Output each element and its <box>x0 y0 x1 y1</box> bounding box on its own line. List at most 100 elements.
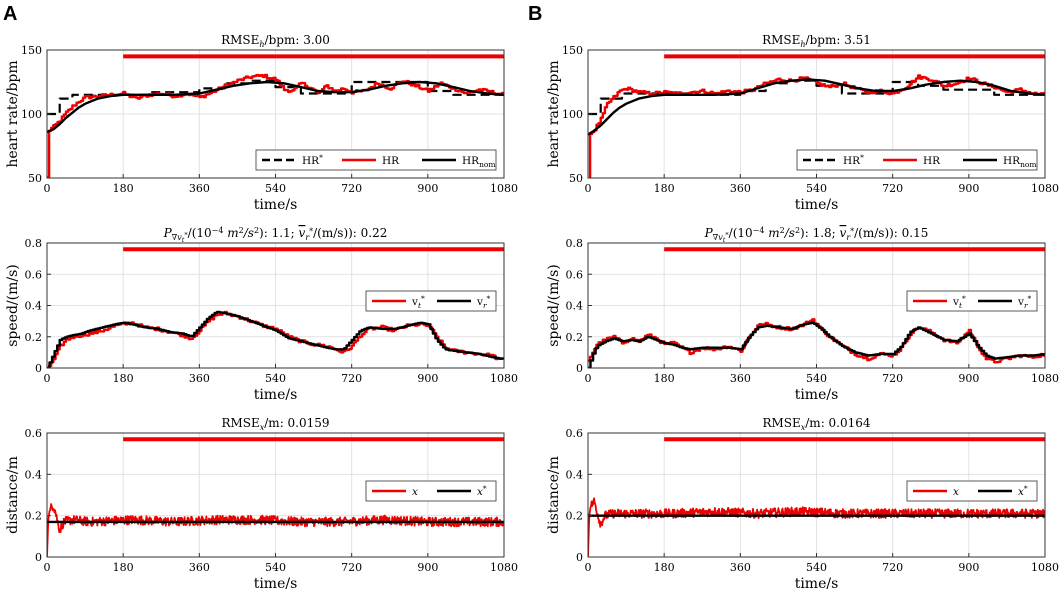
legend: HR* HR HRnom <box>255 149 497 171</box>
legend-box <box>365 480 497 502</box>
y-axis-label: speed/(m/s) <box>546 264 562 347</box>
x-tick-label: 900 <box>958 372 979 385</box>
legend-entry: vr* <box>1017 294 1032 310</box>
chart-title: P∇vt*/(10−4 m2/s2): 1.1; vr*/(m/s)): 0.2… <box>163 226 388 244</box>
chart-B-speed: 0 180 360 540 720 900 1080 0 0.2 0.4 0.6 0.8 time/s s… <box>546 226 1059 403</box>
x-tick-label: 0 <box>44 561 51 574</box>
chart-title: RMSEx/m: 0.0159 <box>221 416 329 432</box>
x-tick-label: 180 <box>654 182 675 195</box>
legend-entry: vr* <box>476 294 491 310</box>
series-hrnom-line <box>47 80 504 134</box>
x-tick-label: 1080 <box>490 372 518 385</box>
chart-B-dist: 0 180 360 540 720 900 1080 0 0.2 0.4 0.6 time/s dist… <box>546 416 1059 592</box>
legend: x x* <box>365 480 497 502</box>
legend-entry: x <box>412 486 418 498</box>
y-tick-label: 0 <box>35 362 42 375</box>
series-layer <box>47 437 504 557</box>
y-axis-label: speed/(m/s) <box>5 264 21 347</box>
x-tick-label: 360 <box>730 561 751 574</box>
y-tick-label: 0.6 <box>25 268 43 281</box>
y-tick-label: 0 <box>576 362 583 375</box>
x-tick-label: 720 <box>882 561 903 574</box>
x-tick-label: 0 <box>44 372 51 385</box>
x-tick-label: 1080 <box>490 561 518 574</box>
legend-entry: vt* <box>411 294 425 310</box>
y-axis-label: heart rate/bpm <box>5 60 21 167</box>
chart-A-speed: 0 180 360 540 720 900 1080 0 0.2 0.4 0.6 0.8 time/s s… <box>5 226 518 403</box>
x-tick-label: 360 <box>189 372 210 385</box>
y-tick-label: 0.4 <box>566 468 584 481</box>
x-tick-label: 540 <box>265 182 286 195</box>
y-tick-label: 100 <box>562 108 583 121</box>
x-axis-label: time/s <box>254 576 298 592</box>
legend-entry: HR <box>923 155 941 167</box>
series-hrnom-line <box>588 78 1045 136</box>
x-tick-label: 540 <box>265 372 286 385</box>
chart-title: RMSEx/m: 0.0164 <box>762 416 870 432</box>
x-tick-label: 900 <box>417 182 438 195</box>
y-tick-label: 0.6 <box>566 427 584 440</box>
x-tick-label: 900 <box>958 182 979 195</box>
x-tick-label: 0 <box>585 182 592 195</box>
series-layer <box>588 437 1045 557</box>
legend: x x* <box>906 480 1038 502</box>
x-tick-label: 720 <box>882 372 903 385</box>
x-tick-label: 180 <box>654 561 675 574</box>
x-tick-label: 360 <box>730 372 751 385</box>
legend: vt* vr* <box>365 290 497 312</box>
legend-entry: HR <box>382 155 400 167</box>
series-layer <box>588 247 1045 368</box>
x-tick-label: 540 <box>806 561 827 574</box>
y-tick-label: 50 <box>28 172 42 185</box>
y-tick-label: 0.2 <box>566 510 584 523</box>
x-axis-label: time/s <box>795 387 839 403</box>
series-vr-line <box>47 310 504 368</box>
y-tick-label: 0.2 <box>25 331 43 344</box>
series-layer <box>47 54 504 178</box>
x-tick-label: 540 <box>265 561 286 574</box>
x-axis-label: time/s <box>254 387 298 403</box>
x-tick-label: 360 <box>189 561 210 574</box>
x-tick-label: 1080 <box>1031 182 1059 195</box>
x-tick-label: 1080 <box>490 182 518 195</box>
series-layer <box>47 247 504 368</box>
x-tick-label: 180 <box>654 372 675 385</box>
chart-A-hr: 0 180 360 540 720 900 1080 50 100 150 time/s heart … <box>5 33 518 213</box>
x-tick-label: 360 <box>730 182 751 195</box>
y-tick-label: 0.8 <box>566 237 584 250</box>
x-tick-label: 0 <box>585 561 592 574</box>
y-tick-label: 0.4 <box>25 468 43 481</box>
legend: vt* vr* <box>906 290 1038 312</box>
y-tick-label: 0.2 <box>25 510 43 523</box>
x-tick-label: 540 <box>806 182 827 195</box>
legend-entry: x <box>953 486 959 498</box>
legend-entry: x* <box>1018 484 1028 498</box>
x-tick-label: 180 <box>113 182 134 195</box>
y-axis-label: heart rate/bpm <box>546 60 562 167</box>
series-hr-line <box>47 73 504 178</box>
x-tick-label: 180 <box>113 561 134 574</box>
x-tick-label: 0 <box>585 372 592 385</box>
y-axis-label: distance/m <box>546 456 562 534</box>
legend-entry: vt* <box>952 294 966 310</box>
x-axis-label: time/s <box>795 197 839 213</box>
series-vr-line <box>588 321 1045 368</box>
y-tick-label: 0.6 <box>566 268 584 281</box>
legend-entry: HR* <box>843 153 864 167</box>
y-tick-label: 50 <box>569 172 583 185</box>
y-tick-label: 0.6 <box>25 427 43 440</box>
x-tick-label: 720 <box>341 182 362 195</box>
x-tick-label: 0 <box>44 182 51 195</box>
plots-layer: 0 180 360 540 720 900 1080 50 100 150 time/s heart … <box>5 33 1059 592</box>
legend-entry: HRnom <box>1003 155 1037 169</box>
chart-title: P∇vt*/(10−4 m2/s2): 1.8; vr*/(m/s)): 0.1… <box>704 226 929 244</box>
y-tick-label: 150 <box>21 44 42 57</box>
x-tick-label: 720 <box>341 561 362 574</box>
x-tick-label: 360 <box>189 182 210 195</box>
x-tick-label: 1080 <box>1031 561 1059 574</box>
series-layer <box>588 54 1045 178</box>
chart-A-dist: 0 180 360 540 720 900 1080 0 0.2 0.4 0.6 time/s dist… <box>5 416 518 592</box>
legend-box <box>365 290 497 312</box>
y-tick-label: 0.4 <box>566 300 584 313</box>
